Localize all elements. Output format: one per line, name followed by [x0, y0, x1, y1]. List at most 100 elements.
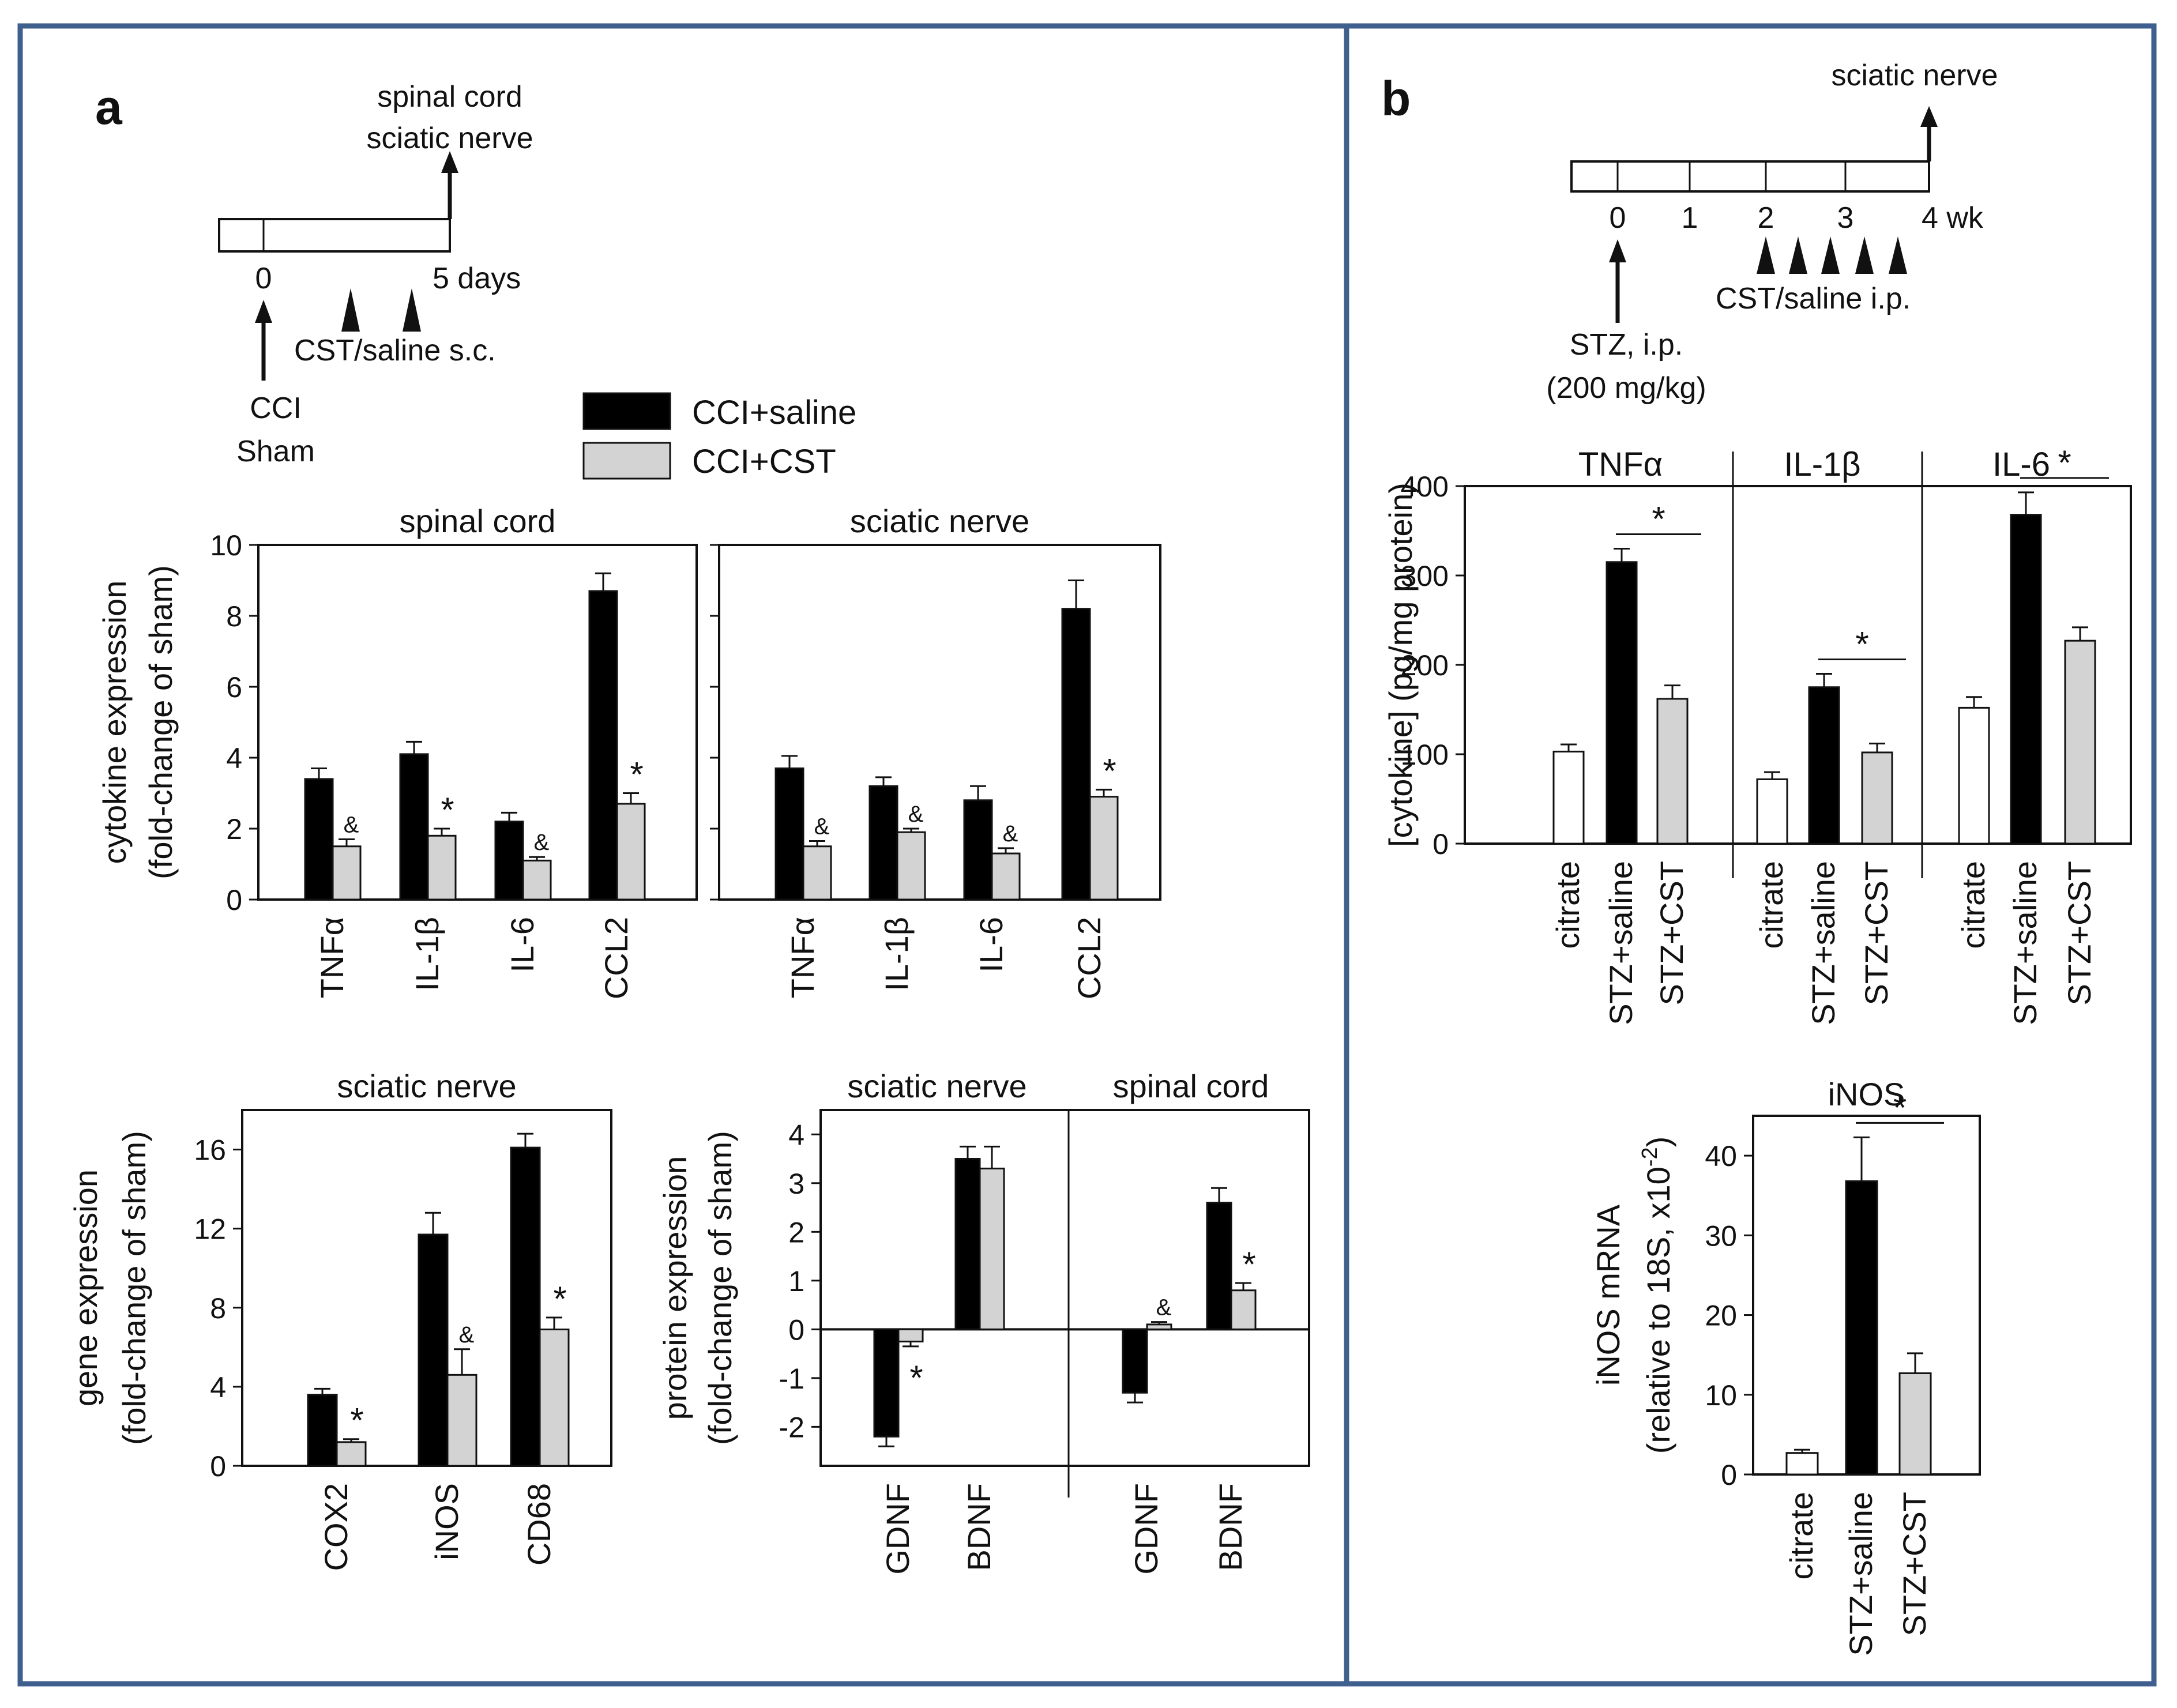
bar-cst: [897, 1328, 924, 1342]
x-tick-label: iNOS: [428, 1483, 465, 1560]
y-axis-label: cytokine expression: [96, 581, 133, 864]
y-tick-label: 0: [210, 1450, 226, 1483]
y-axis-label: (fold-change of sham): [116, 1131, 152, 1445]
y-tick-label: 20: [1705, 1300, 1737, 1332]
x-tick-label: STZ+CST: [1858, 861, 1894, 1005]
x-tick-label: CCL2: [1071, 917, 1107, 999]
y-tick-label: 2: [788, 1216, 804, 1248]
y-tick-label: 1: [788, 1265, 804, 1297]
timeline-tick-2: 2: [1758, 201, 1774, 235]
group-title: sciatic nerve: [847, 1068, 1027, 1104]
x-tick-label: STZ+saline: [1805, 861, 1841, 1025]
timeline-top-label: sciatic nerve: [1832, 59, 1998, 92]
y-axis-label: [cytokine] (pg/mg protein): [1382, 483, 1419, 847]
group-title: TNFα: [1578, 446, 1663, 483]
y-axis-label: iNOS mRNA: [1590, 1204, 1626, 1386]
bar-citrate: [1756, 778, 1788, 845]
y-tick-label: 8: [210, 1292, 226, 1325]
legend-swatch-saline: [582, 392, 671, 430]
y-tick-label: 400: [1401, 471, 1449, 503]
significance-star: *: [1652, 500, 1665, 539]
bar-cst: [802, 845, 832, 901]
y-tick-label: 30: [1705, 1220, 1737, 1252]
bar-stz-cst: [1898, 1372, 1932, 1476]
bar-citrate: [1552, 750, 1585, 845]
bar-cst: [1089, 796, 1119, 901]
plot-frame: [718, 544, 1161, 901]
bar-citrate: [1785, 1452, 1819, 1476]
treatment-arrowhead-icon: [1789, 236, 1807, 274]
timeline-bar: [218, 218, 451, 253]
significance-ampersand: &: [1156, 1295, 1172, 1320]
y-tick-label: 10: [210, 529, 242, 562]
bar-saline: [304, 778, 334, 901]
panel-b-frame: [1344, 23, 2157, 1687]
chart-a3-sciatic-nerve-genes: 0 4 8 12 16 sciatic nerve gene expression (fold…: [67, 1068, 612, 1571]
bar-stz-saline: [1808, 686, 1840, 845]
y-axis-label: (fold-change of sham): [142, 565, 179, 879]
significance-star: *: [350, 1401, 363, 1440]
timeline-tick-1: 1: [1682, 201, 1698, 235]
bar-cst: [991, 852, 1021, 901]
bar-saline: [774, 767, 804, 901]
timeline-top-label-2: sciatic nerve: [367, 122, 533, 155]
bar-stz-saline: [1845, 1180, 1878, 1476]
legend-label-cst: CCI+CST: [692, 443, 836, 480]
bar-saline: [588, 590, 618, 901]
significance-ampersand: &: [1003, 821, 1018, 847]
x-tick-label: BDNF: [1212, 1483, 1249, 1571]
bar-cst: [332, 845, 362, 901]
timeline-start-label-1: STZ, i.p.: [1570, 328, 1683, 362]
bar-cst: [979, 1167, 1005, 1330]
x-tick-label: citrate: [1955, 861, 1991, 949]
x-tick-label: STZ+saline: [1603, 861, 1639, 1025]
significance-star: *: [441, 791, 454, 829]
bar-saline: [418, 1233, 449, 1467]
x-tick-label: STZ+saline: [2007, 861, 2043, 1025]
y-axis-label: (relative to 18S, x10-2): [1638, 1137, 1676, 1454]
timeline-treatment-label: CST/saline s.c.: [294, 334, 496, 367]
chart-a1-spinal-cord-cytokines: 0 2 4 6 8 10 spinal cord cytokine expression (fo…: [96, 503, 698, 999]
arrow-up-icon: [1920, 106, 1938, 127]
bar-saline: [1206, 1202, 1232, 1330]
significance-ampersand: &: [459, 1322, 475, 1348]
legend-swatch-cst: [582, 442, 671, 480]
x-tick-label: STZ+saline: [1843, 1492, 1879, 1656]
x-tick-label: BDNF: [961, 1483, 997, 1571]
y-tick-label: 200: [1401, 649, 1449, 682]
significance-star: *: [1855, 625, 1868, 664]
bar-saline: [307, 1394, 338, 1467]
bar-cst: [539, 1328, 570, 1467]
group-title: spinal cord: [1113, 1068, 1269, 1104]
bar-stz-cst: [2064, 639, 2096, 845]
x-tick-label: STZ+CST: [1653, 861, 1690, 1005]
panel-a-frame: [17, 23, 1349, 1687]
x-tick-label: IL-1β: [878, 917, 915, 991]
x-tick-label: citrate: [1783, 1492, 1819, 1580]
bar-saline: [868, 785, 898, 901]
y-tick-label: 4: [788, 1119, 804, 1151]
y-axis-label-part: (relative to 18S, x10: [1640, 1167, 1676, 1454]
timeline-start-label-2: Sham: [236, 435, 315, 468]
bar-saline: [494, 821, 524, 901]
chart-a4-protein-expression: -2 -1 0 1 2 3 4 sciatic nerve spinal cord protein…: [657, 1068, 1310, 1575]
x-tick-label: CCL2: [598, 917, 634, 999]
bar-saline: [510, 1146, 541, 1467]
significance-star: *: [1242, 1245, 1255, 1284]
treatment-arrowhead-icon: [1821, 236, 1840, 274]
bar-saline: [399, 753, 429, 901]
y-tick-label: 12: [194, 1213, 226, 1246]
y-tick-label: 10: [1705, 1379, 1737, 1412]
y-tick-label: 0: [1432, 828, 1449, 860]
arrow-up-icon: [255, 300, 272, 323]
x-tick-label: TNFα: [784, 917, 821, 998]
significance-ampersand: &: [344, 812, 359, 837]
treatment-arrowhead-icon: [1889, 236, 1907, 274]
x-tick-label: STZ+CST: [1896, 1492, 1932, 1636]
bar-saline: [1122, 1328, 1148, 1394]
y-axis-label: protein expression: [657, 1156, 693, 1420]
bar-cst: [1146, 1323, 1172, 1330]
x-tick-label: IL-6: [504, 917, 540, 973]
chart-a2-sciatic-nerve-cytokines: sciatic nerve & TNFα & IL-1β & IL-6 * CCL2: [710, 503, 1161, 999]
group-title: IL-1β: [1784, 446, 1860, 483]
